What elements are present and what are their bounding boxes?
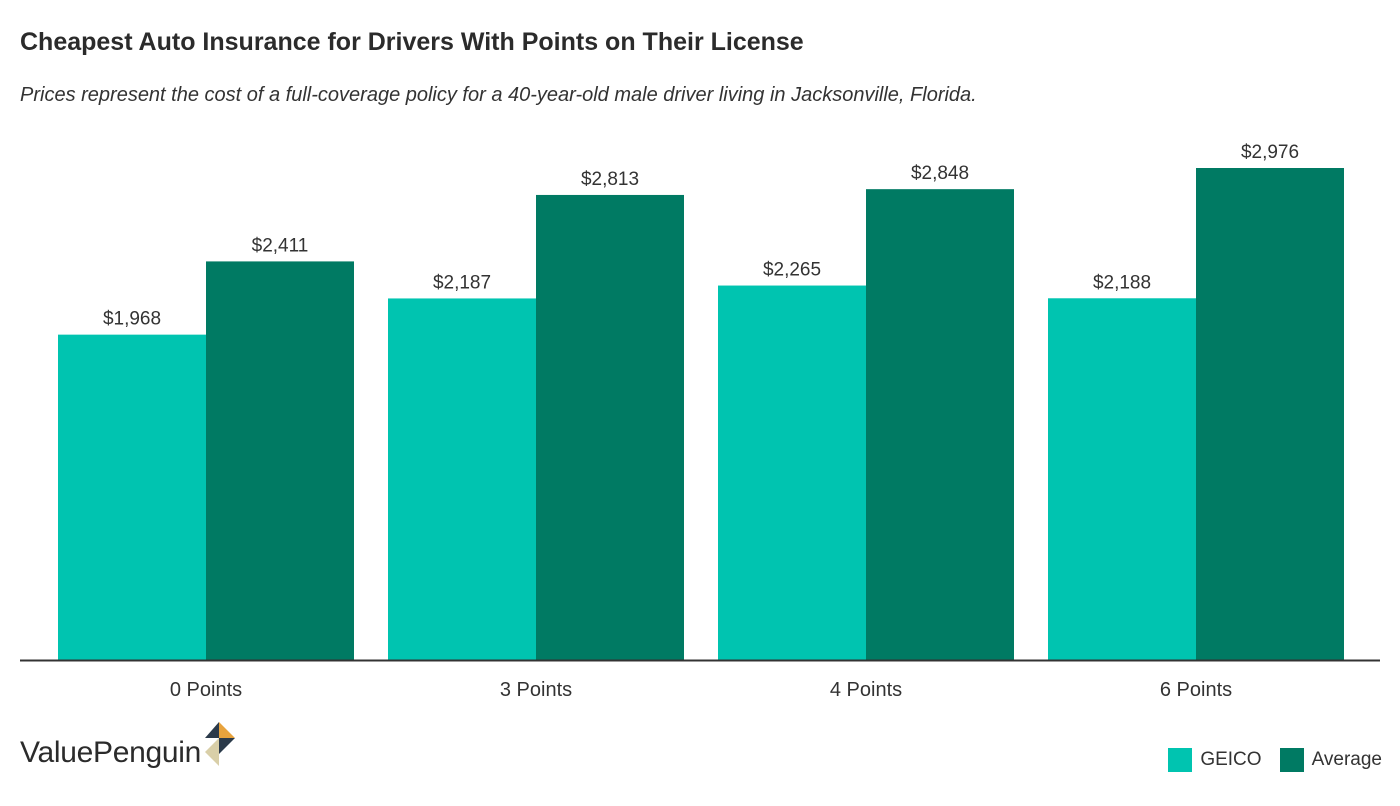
bar-chart: $1,968 $2,411 0 Points $2,187 $2,813 3 Points… (20, 142, 1380, 701)
brand-logo: ValuePenguin (20, 722, 239, 778)
data-label-average-0-points: $2,411 (252, 235, 309, 256)
data-label-average-6-points: $2,976 (1241, 142, 1299, 163)
brand-name: ValuePenguin (20, 736, 201, 769)
legend-label-geico: GEICO (1200, 749, 1262, 770)
bar-geico-0-points (58, 334, 206, 660)
data-label-geico-4-points: $2,265 (763, 260, 821, 281)
bar-geico-6-points (1048, 298, 1196, 660)
data-label-average-4-points: $2,848 (911, 163, 969, 184)
legend-swatch-average (1279, 748, 1304, 772)
bar-average-6-points (1196, 168, 1344, 660)
x-tick-label: 6 Points (1160, 679, 1232, 701)
penguin-logo-icon (205, 722, 235, 766)
bar-average-3-points (536, 194, 684, 661)
bar-average-4-points (866, 189, 1014, 660)
legend-swatch-geico (1168, 748, 1193, 772)
x-tick-label: 3 Points (500, 679, 572, 701)
bar-geico-4-points (718, 285, 866, 660)
legend-item-average: Average (1279, 748, 1382, 772)
chart-legend: GEICO Average (1150, 748, 1382, 772)
bar-average-0-points (206, 261, 354, 660)
x-tick-label: 4 Points (830, 679, 902, 701)
data-label-geico-3-points: $2,187 (433, 272, 491, 293)
x-tick-label: 0 Points (170, 679, 242, 701)
data-label-geico-6-points: $2,188 (1093, 272, 1151, 293)
data-label-average-3-points: $2,813 (581, 169, 639, 190)
legend-label-average: Average (1311, 749, 1382, 770)
data-label-geico-0-points: $1,968 (103, 309, 161, 330)
bar-geico-3-points (388, 298, 536, 660)
chart-title: Cheapest Auto Insurance for Drivers With… (20, 28, 804, 56)
legend-item-geico: GEICO (1168, 748, 1262, 772)
chart-subtitle: Prices represent the cost of a full-cove… (20, 84, 977, 106)
